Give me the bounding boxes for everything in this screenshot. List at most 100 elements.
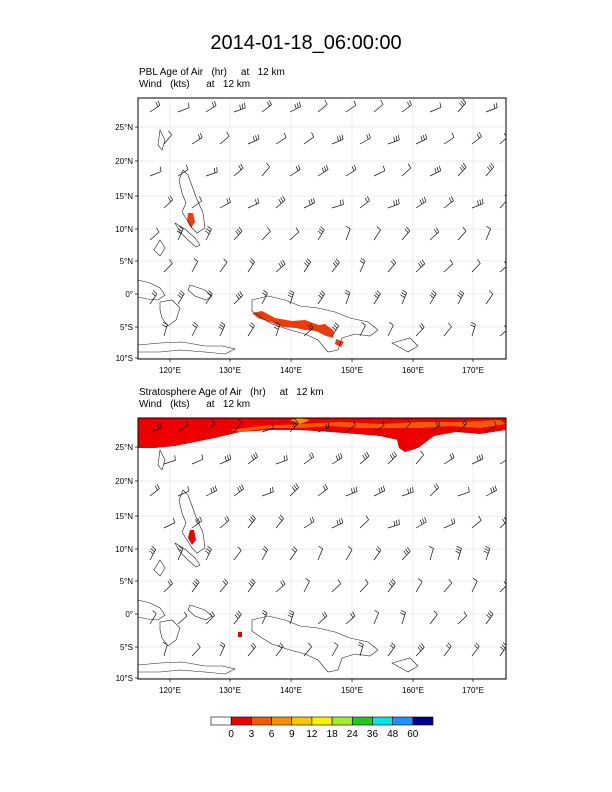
- panel2-wind-barb: [401, 423, 411, 433]
- panel1-subtitle: PBL Age of Air (hr) at 12 km Wind (kts) …: [139, 67, 285, 91]
- panel1-wind-barb: [485, 228, 491, 241]
- panel2-wind-barb: [233, 614, 242, 625]
- panel1-wind-barb: [373, 229, 381, 241]
- panel2-lon-label: 170°E: [462, 686, 484, 695]
- page-title: 2014-01-18_06:00:00: [210, 32, 402, 54]
- panel2-wind-barb: [163, 459, 176, 465]
- colorbar-swatch: [412, 716, 434, 726]
- panel2-wind-barb: [149, 613, 157, 625]
- panel1-wind-barb: [359, 325, 366, 337]
- panel2-wind-barb: [415, 581, 423, 593]
- panel1-lon-label: 150°E: [341, 366, 363, 375]
- panel2-wind-barb: [191, 458, 204, 465]
- panel1-wind-barb: [401, 167, 412, 177]
- panel2-wind-barb: [359, 455, 370, 465]
- panel2-age-field: [138, 418, 506, 637]
- panel2-wind-barb: [457, 615, 467, 625]
- panel1-lat-label: 5°N: [120, 257, 134, 266]
- panel1-wind-barb: [247, 325, 255, 337]
- panel2-wind-barb: [429, 487, 439, 497]
- panel2-wind-barb: [149, 549, 157, 561]
- panel2-wind-barb: [247, 646, 256, 657]
- panel2-wind-barb: [443, 457, 455, 465]
- colorbar-swatch: [251, 716, 272, 726]
- panel1-wind-barb: [177, 293, 185, 305]
- panel1-wind-barb: [233, 167, 244, 177]
- panel2-wind-barb: [457, 423, 467, 433]
- panel1-wind-barb: [387, 262, 397, 273]
- panel1-wind-barb: [331, 262, 340, 273]
- panel1-coastlines: [138, 128, 419, 355]
- panel1-wind-barb: [373, 293, 381, 305]
- panel1-wind-barb: [401, 230, 411, 241]
- panel1-wind-barb: [219, 324, 226, 337]
- panel1-lon-label: 130°E: [219, 366, 241, 375]
- panel2-wind-barb: [247, 518, 256, 529]
- panel1-wind-barb: [275, 137, 287, 145]
- panel2-wind-barb: [163, 644, 168, 657]
- panel2-wind-barb: [261, 549, 269, 561]
- panel1-lon-label: 160°E: [402, 366, 424, 375]
- colorbar-label: 9: [288, 729, 295, 740]
- panel2-wind-barb: [387, 646, 396, 657]
- panel1-wind-barb: [149, 231, 160, 241]
- panel2-wind-barb: [163, 522, 175, 529]
- panel1-wind-barb: [191, 137, 203, 145]
- panel1-wind-barb: [149, 293, 158, 305]
- panel2-wind-barb: [471, 581, 478, 593]
- panel1-wind-barb: [499, 137, 506, 145]
- panel1-wind-barb: [443, 263, 454, 273]
- panel2-wind-barb: [401, 491, 414, 497]
- panel1-lat-label: 20°N: [115, 157, 133, 166]
- panel2-wind-barb: [219, 644, 226, 657]
- panel2-wind-barb: [387, 455, 397, 465]
- panel2-wind-barb: [415, 454, 425, 465]
- panel2-wind-barb: [401, 551, 411, 561]
- panel2-wind-barb: [331, 645, 339, 657]
- panel1-lat-label: 10°N: [115, 225, 133, 234]
- colorbar-swatch: [372, 716, 393, 726]
- panel1-wind-barb: [289, 169, 301, 177]
- panel2-subtitle: Stratosphere Age of Air (hr) at 12 km Wi…: [139, 387, 324, 411]
- panel1-wind-barb: [317, 229, 325, 241]
- panel1-wind-barb: [471, 136, 482, 145]
- panel1-wind-barb: [429, 106, 442, 113]
- colorbar-label: 3: [248, 729, 255, 740]
- colorbar-label: 12: [306, 729, 318, 740]
- panel1-wind-barb: [261, 166, 270, 177]
- panel2-wind-barb: [205, 549, 212, 561]
- panel2-wind-barb: [345, 424, 356, 433]
- panel1-wind-barb: [149, 104, 161, 113]
- panel1-wind-barb: [205, 105, 217, 113]
- panel1-wind-barb: [303, 327, 314, 337]
- panel2-wind-barb: [205, 423, 216, 433]
- panel1-wind-barb: [219, 262, 228, 273]
- panel2-wind-barb: [275, 459, 288, 465]
- panel1-wind-barb: [401, 292, 407, 305]
- colorbar-label: 36: [366, 729, 379, 740]
- panel2-wind-barb: [219, 519, 230, 529]
- panel1-wind-barb: [191, 200, 202, 209]
- colorbar-swatch: [271, 716, 293, 726]
- panel1-wind-barb: [247, 261, 255, 273]
- panel1-wind-barb: [233, 295, 243, 305]
- panel2-wind-barb: [177, 615, 188, 625]
- panel2-wind-barb: [485, 490, 497, 497]
- panel2-map: 25°N 20°N 15°N 10°N 5°N 0° 5°S 10°S 120°E 130°E 14…: [115, 417, 507, 695]
- panel2-wind-barb: [261, 427, 274, 433]
- panel1-lat-label: 25°N: [115, 123, 133, 132]
- panel1-wind-barb: [373, 103, 384, 113]
- panel2-wind-barb: [485, 425, 497, 433]
- panel1-lon-label: 120°E: [159, 366, 181, 375]
- panel1-wind-barb: [261, 104, 272, 113]
- panel2-wind-barb: [205, 615, 215, 625]
- panel1-wind-barb: [331, 139, 344, 145]
- panel2-wind-barb: [373, 425, 385, 433]
- panel2-wind-barb: [219, 458, 232, 465]
- panel2-wind-barb: [443, 646, 452, 657]
- panel1-wind-barb: [345, 228, 351, 241]
- panel1-wind-barb: [163, 199, 174, 209]
- panel1-wind-barb: [331, 325, 339, 337]
- panel1-wind-barb: [261, 231, 271, 241]
- panel2-wind-barb: [177, 548, 184, 561]
